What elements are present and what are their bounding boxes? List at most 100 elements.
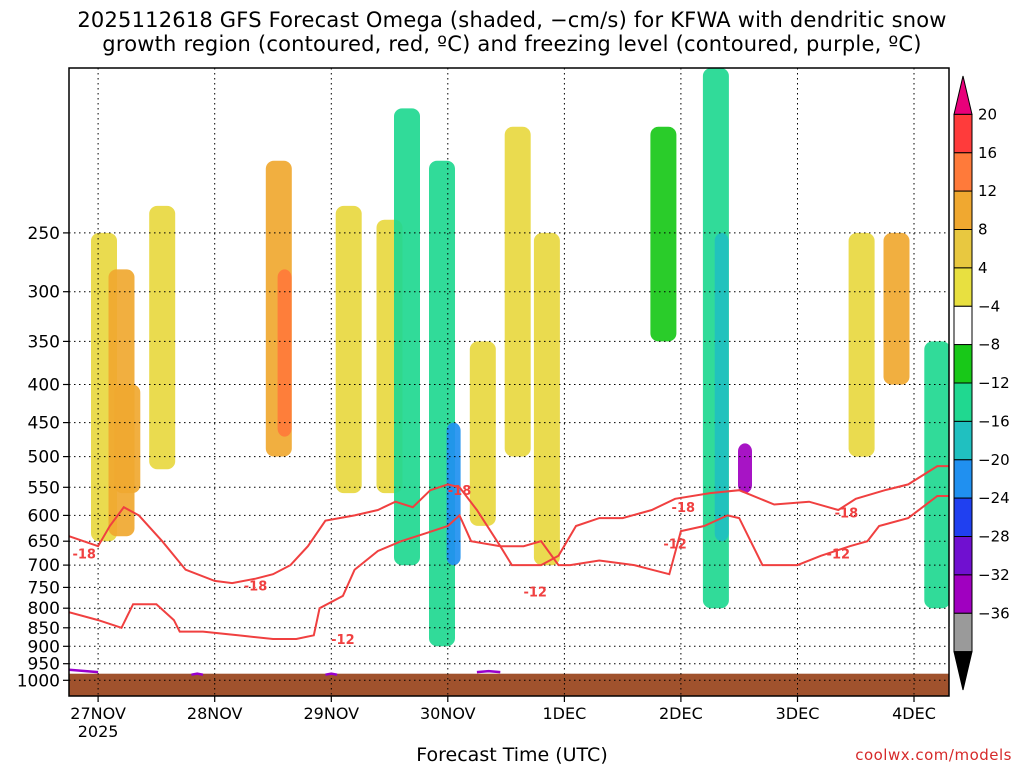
y-tick-label-300: 300 [28, 283, 60, 303]
x-tick-label-4DEC: 4DEC [892, 704, 936, 723]
y-tick-label-600: 600 [28, 506, 60, 526]
y-tick-label-350: 350 [28, 332, 60, 352]
x-tick-label-29NOV: 29NOV [304, 704, 360, 723]
colorbar-label-0: 20 [978, 105, 997, 123]
y-tick-label-950: 950 [28, 655, 60, 675]
omega-region-3 [149, 205, 176, 470]
colorbar-swatch-3 [953, 190, 973, 231]
colorbar-swatch-12 [953, 536, 973, 576]
colorbar-swatch-10 [953, 459, 973, 499]
credit-link[interactable]: coolwx.com/models [855, 746, 1012, 764]
colorbar-swatch-9 [953, 420, 973, 461]
y-tick-label-450: 450 [28, 414, 60, 434]
colorbar-label-4: 4 [978, 259, 988, 277]
y-tick-label-800: 800 [28, 599, 60, 619]
omega-region-19 [883, 232, 910, 385]
terrain-layer [69, 673, 949, 696]
colorbar-label-10: −24 [978, 489, 1010, 507]
freezing-level-1 [191, 672, 204, 676]
omega-region-10 [446, 422, 461, 566]
colorbar-label-5: −4 [978, 297, 1000, 315]
omega-shading-layer [91, 68, 949, 647]
colorbar-swatch-4 [953, 229, 973, 269]
dgz-contour-minus18 [69, 465, 949, 585]
y-tick-label-650: 650 [28, 532, 60, 552]
colorbar-swatch-2 [953, 152, 973, 192]
omega-region-5 [277, 269, 292, 437]
y-tick-label-750: 750 [28, 578, 60, 598]
freezing-level-0 [69, 668, 99, 674]
colorbar-swatch-13 [953, 574, 973, 614]
colorbar-label-2: 12 [978, 182, 997, 200]
omega-region-13 [533, 232, 560, 566]
grid-layer [69, 68, 949, 696]
y-tick-label-550: 550 [28, 478, 60, 498]
y-tick-label-700: 700 [28, 556, 60, 576]
contour-label-1: -18 [244, 579, 268, 594]
chart-title-line2: growth region (contoured, red, ºC) and f… [102, 32, 922, 56]
x-tick-label-27NOV: 27NOV [70, 704, 126, 723]
contour-label-4: -18 [835, 507, 859, 522]
colorbar-swatch-15 [953, 651, 973, 691]
colorbar-swatch-5 [953, 267, 973, 307]
colorbar-label-13: −36 [978, 604, 1010, 622]
chart-title-line1: 2025112618 GFS Forecast Omega (shaded, −… [77, 8, 947, 32]
colorbar-label-6: −8 [978, 336, 1000, 354]
colorbar-swatch-7 [953, 344, 973, 384]
colorbar-label-9: −20 [978, 451, 1010, 469]
plot-frame [68, 67, 950, 697]
x-tick-label-2DEC: 2DEC [659, 704, 703, 723]
freezing-level-3 [476, 669, 501, 674]
x-tick-label-1DEC: 1DEC [543, 704, 587, 723]
colorbar-swatch-8 [953, 382, 973, 422]
omega-region-12 [504, 126, 531, 457]
contour-label-0: -18 [72, 547, 96, 562]
colorbar-swatch-0 [953, 75, 973, 115]
y-tick-label-900: 900 [28, 637, 60, 657]
colorbar: 20 16 12 8 4 −4 −8 −12 −16 −20 −24 −28 −32 −36 [953, 75, 1010, 691]
x-tick-label-28NOV: 28NOV [187, 704, 243, 723]
colorbar-swatch-1 [953, 113, 973, 154]
colorbar-swatch-14 [953, 612, 973, 653]
x-tick-label-30NOV: 30NOV [420, 704, 476, 723]
colorbar-label-8: −16 [978, 412, 1010, 430]
contour-label-3: -18 [672, 501, 696, 516]
contour-label-6: -12 [523, 586, 547, 601]
contour-label-2: -18 [448, 484, 472, 499]
dgz-contour-minus12 [69, 495, 949, 640]
terrain-fill [69, 673, 949, 696]
colorbar-label-3: 8 [978, 221, 988, 239]
omega-region-17 [738, 443, 752, 494]
colorbar-label-11: −28 [978, 528, 1010, 546]
y-axis: 2503003504004505005506006507007508008509… [17, 224, 69, 691]
y-tick-label-500: 500 [28, 448, 60, 468]
omega-region-8 [394, 108, 420, 566]
contour-label-7: -12 [663, 538, 687, 553]
y-tick-label-250: 250 [28, 224, 60, 244]
omega-region-9 [429, 160, 455, 647]
y-tick-label-1000: 1000 [17, 671, 60, 691]
contour-label-5: -12 [331, 633, 355, 648]
colorbar-label-12: −32 [978, 566, 1010, 584]
omega-region-14 [650, 126, 677, 342]
omega-region-18 [848, 232, 875, 457]
omega-region-6 [335, 205, 362, 494]
freezing-level-2 [325, 672, 338, 676]
x-axis-title: Forecast Time (UTC) [416, 744, 608, 766]
omega-region-11 [469, 341, 496, 526]
colorbar-swatch-6 [953, 305, 973, 346]
contour-layer: -18 -18 -18 -18 -18 -12 -12 -12 -12 [69, 465, 949, 676]
colorbar-label-1: 16 [978, 144, 997, 162]
y-tick-label-850: 850 [28, 619, 60, 639]
omega-region-16 [714, 232, 729, 542]
x-tick-label-3DEC: 3DEC [776, 704, 820, 723]
x-tick-sublabel-27NOV: 2025 [78, 722, 119, 741]
colorbar-label-7: −12 [978, 374, 1010, 392]
y-tick-label-400: 400 [28, 376, 60, 396]
omega-region-20 [924, 341, 949, 609]
colorbar-swatch-11 [953, 497, 973, 538]
contour-label-8: -12 [827, 547, 851, 562]
omega-region-2 [114, 384, 141, 494]
